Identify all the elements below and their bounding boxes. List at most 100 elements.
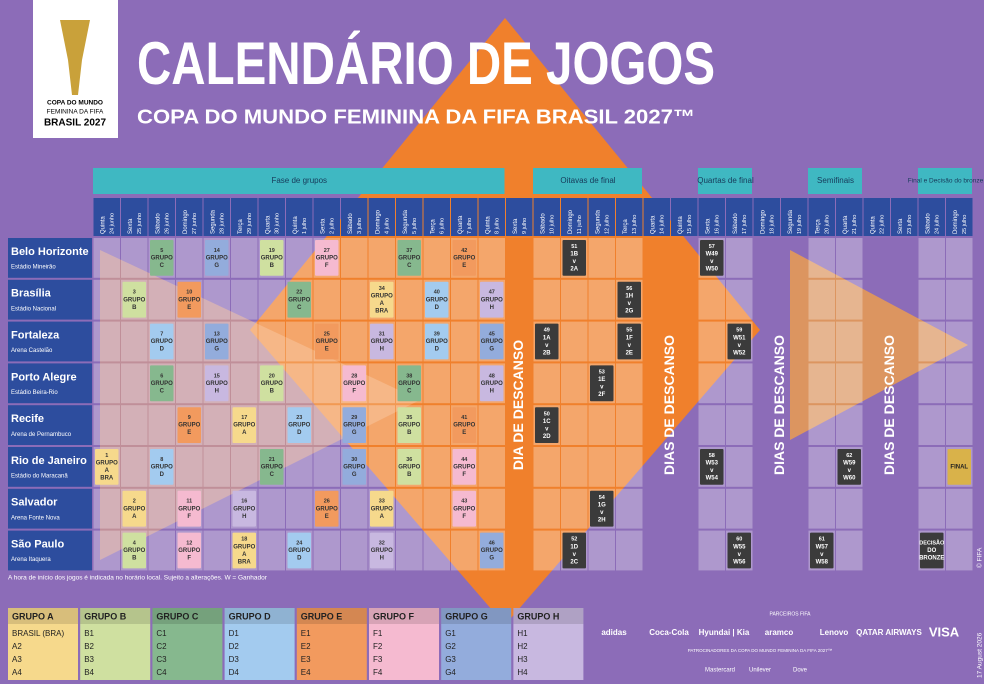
match-text: GRUPO <box>398 255 420 261</box>
match-text: GRUPO <box>371 548 393 554</box>
group-member: A4 <box>12 668 22 677</box>
grid-cell <box>258 279 285 320</box>
group-member: D3 <box>229 655 240 664</box>
grid-cell <box>808 279 835 320</box>
grid-cell <box>396 530 423 571</box>
note: A hora de início dos jogos é indicada no… <box>8 575 268 582</box>
grid-cell <box>286 321 313 362</box>
group-head <box>80 608 151 624</box>
weekday: Terça <box>238 219 244 234</box>
day-header <box>533 198 560 236</box>
day-header <box>808 198 835 236</box>
day-header <box>643 198 670 236</box>
group-member: D1 <box>229 629 240 638</box>
match-text: 48 <box>489 373 495 379</box>
match-text: G <box>214 263 219 269</box>
match-text: GRUPO <box>371 506 393 512</box>
venue-stadium: Estádio Nacional <box>11 306 56 312</box>
match-text: 49 <box>544 328 550 334</box>
match-text: A <box>380 514 385 520</box>
match-card <box>370 281 394 318</box>
weekday: Quinta <box>486 216 492 234</box>
group-member: H2 <box>517 642 528 651</box>
match-text: 25 <box>324 331 330 337</box>
grid-cell <box>423 238 450 278</box>
day-header <box>918 198 945 236</box>
match-text: GRUPO <box>398 423 420 429</box>
grid-cell <box>808 238 835 278</box>
match-text: W55 <box>733 544 746 550</box>
supporter-logo: Mastercard <box>705 668 735 674</box>
phase-label: Fase de grupos <box>271 176 327 185</box>
match-text: 1H <box>625 294 633 300</box>
day-header <box>176 198 203 236</box>
grid-cell <box>561 363 588 404</box>
group-member: G3 <box>445 655 456 664</box>
day-header <box>561 198 588 236</box>
match-text: G <box>489 347 494 353</box>
match-text: F <box>187 556 191 562</box>
match-card <box>452 490 476 527</box>
weekday: Terça <box>623 219 629 234</box>
grid-cell <box>341 488 368 529</box>
match-text: GRUPO <box>206 339 228 345</box>
group-member: B2 <box>84 642 94 651</box>
match-text: GRUPO <box>481 339 503 345</box>
date: 8 julho <box>494 218 500 234</box>
group-title: GRUPO G <box>445 611 488 621</box>
group-member: H4 <box>517 668 528 677</box>
match-text: GRUPO <box>343 423 365 429</box>
match-text: W57 <box>816 544 829 550</box>
match-text: 2A <box>570 267 578 273</box>
match-text: 1 <box>105 453 108 459</box>
date: 27 junho <box>192 213 198 234</box>
grid-cell <box>726 405 753 445</box>
venue-cell <box>8 488 92 529</box>
match-text: C <box>270 472 275 478</box>
match-text: 53 <box>599 370 605 376</box>
group-member: E3 <box>301 655 311 664</box>
group-member: B3 <box>84 655 94 664</box>
grid-cell <box>726 238 753 278</box>
match-text: 27 <box>324 248 330 254</box>
match-card <box>480 532 504 569</box>
match-text: GRUPO <box>371 339 393 345</box>
match-text: GRUPO <box>233 544 255 550</box>
match-text: B <box>132 305 137 311</box>
weekday: Terça <box>431 219 437 234</box>
grid-cell <box>368 238 395 278</box>
match-text: GRUPO <box>288 548 310 554</box>
venue-stadium: Arena Castelão <box>11 348 53 354</box>
phase-bar <box>533 168 642 194</box>
day-header <box>726 198 753 236</box>
partner-logo: QATAR AIRWAYS <box>856 628 922 637</box>
match-text: 1E <box>598 377 605 383</box>
match-text: 46 <box>489 540 495 546</box>
grid-cell <box>561 405 588 445</box>
match-text: v <box>710 259 714 265</box>
match-text: H <box>215 388 219 394</box>
grid-cell <box>616 488 643 529</box>
match-card <box>425 323 449 360</box>
match-text: 2G <box>625 309 633 315</box>
date: 14 julho <box>659 215 665 234</box>
weekday: Quinta <box>293 216 299 234</box>
grid-cell <box>561 279 588 320</box>
grid-cell <box>616 405 643 445</box>
match-card <box>617 281 641 318</box>
grid-cell <box>726 279 753 320</box>
match-text: GRUPO <box>316 339 338 345</box>
grid-cell <box>203 447 230 487</box>
match-text: G <box>352 430 357 436</box>
grid-cell <box>561 488 588 529</box>
date: 29 junho <box>247 213 253 234</box>
group-head <box>296 608 367 624</box>
match-card <box>232 407 256 443</box>
day-header <box>121 198 148 236</box>
date: 3 julho <box>357 218 363 234</box>
match-text: C <box>407 388 412 394</box>
grid-cell <box>698 279 725 320</box>
day-header <box>313 198 340 236</box>
match-text: W51 <box>733 335 746 341</box>
match-card <box>205 323 229 360</box>
